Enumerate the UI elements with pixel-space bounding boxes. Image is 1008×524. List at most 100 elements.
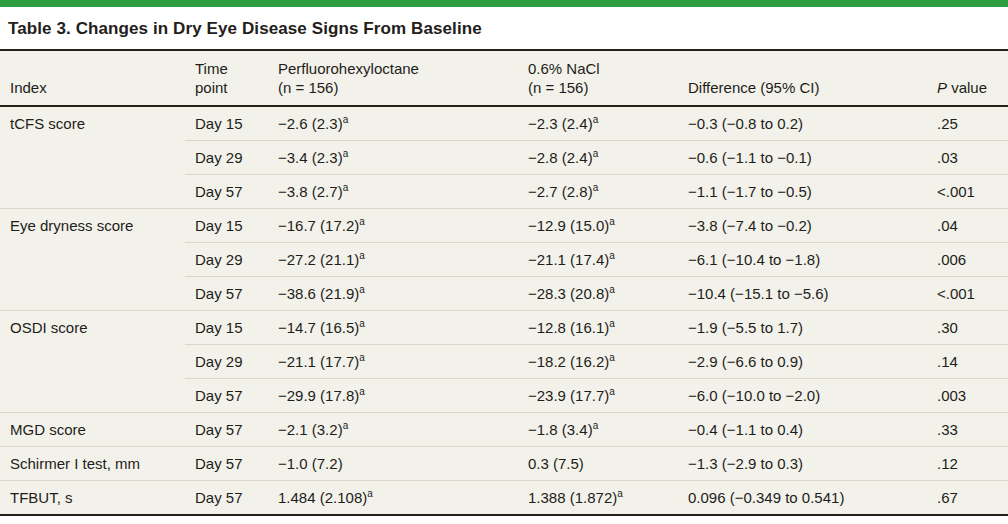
table-row: Day 57−3.8 (2.7)a−2.7 (2.8)a−1.1 (−1.7 t… xyxy=(0,174,1008,208)
footnote-marker: a xyxy=(617,488,623,499)
difference-cell: −1.3 (−2.9 to 0.3) xyxy=(678,446,927,480)
footnote-marker: a xyxy=(593,114,599,125)
table-body: tCFS scoreDay 15−2.6 (2.3)a−2.3 (2.4)a−0… xyxy=(0,106,1008,515)
column-header-p-value: P value xyxy=(927,50,1008,106)
index-cell: TFBUT, s xyxy=(0,480,185,515)
difference-cell: −3.8 (−7.4 to −0.2) xyxy=(678,208,927,242)
p-value-cell: .33 xyxy=(927,412,1008,446)
footnote-marker: a xyxy=(359,216,365,227)
footnote-marker: a xyxy=(609,386,615,397)
difference-cell: −0.3 (−0.8 to 0.2) xyxy=(678,106,927,141)
nacl-cell: −18.2 (16.2)a xyxy=(518,344,678,378)
difference-cell: −1.9 (−5.5 to 1.7) xyxy=(678,310,927,344)
perfluorohexyloctane-cell: −3.8 (2.7)a xyxy=(268,174,518,208)
p-value-cell: .04 xyxy=(927,208,1008,242)
index-cell xyxy=(0,378,185,412)
column-header-nacl: 0.6% NaCl (n = 156) xyxy=(518,50,678,106)
difference-cell: −2.9 (−6.6 to 0.9) xyxy=(678,344,927,378)
column-header-difference: Difference (95% CI) xyxy=(678,50,927,106)
index-cell: Schirmer I test, mm xyxy=(0,446,185,480)
index-cell xyxy=(0,174,185,208)
footnote-marker: a xyxy=(593,148,599,159)
footnote-marker: a xyxy=(609,352,615,363)
time-point-cell: Day 29 xyxy=(185,140,268,174)
index-cell: OSDI score xyxy=(0,310,185,344)
footnote-marker: a xyxy=(359,284,365,295)
table-row: Day 29−3.4 (2.3)a−2.8 (2.4)a−0.6 (−1.1 t… xyxy=(0,140,1008,174)
p-value-cell: .006 xyxy=(927,242,1008,276)
column-header-label: 0.6% NaCl (n = 156) xyxy=(528,60,600,96)
table-row: Day 29−21.1 (17.7)a−18.2 (16.2)a−2.9 (−6… xyxy=(0,344,1008,378)
nacl-cell: −21.1 (17.4)a xyxy=(518,242,678,276)
nacl-cell: −12.8 (16.1)a xyxy=(518,310,678,344)
perfluorohexyloctane-cell: −14.7 (16.5)a xyxy=(268,310,518,344)
perfluorohexyloctane-cell: −2.1 (3.2)a xyxy=(268,412,518,446)
time-point-cell: Day 15 xyxy=(185,310,268,344)
p-value-cell: .12 xyxy=(927,446,1008,480)
table-row: Day 57−29.9 (17.8)a−23.9 (17.7)a−6.0 (−1… xyxy=(0,378,1008,412)
time-point-cell: Day 29 xyxy=(185,344,268,378)
column-header-index: Index xyxy=(0,50,185,106)
perfluorohexyloctane-cell: −16.7 (17.2)a xyxy=(268,208,518,242)
footnote-marker: a xyxy=(343,114,349,125)
footnote-marker: a xyxy=(609,284,615,295)
nacl-cell: 0.3 (7.5) xyxy=(518,446,678,480)
p-value-cell: <.001 xyxy=(927,276,1008,310)
p-value-cell: .30 xyxy=(927,310,1008,344)
difference-cell: 0.096 (−0.349 to 0.541) xyxy=(678,480,927,515)
difference-cell: −1.1 (−1.7 to −0.5) xyxy=(678,174,927,208)
difference-cell: −10.4 (−15.1 to −5.6) xyxy=(678,276,927,310)
p-value-cell: .03 xyxy=(927,140,1008,174)
dry-eye-signs-table: Index Time point Perfluorohexyloctane (n… xyxy=(0,49,1008,516)
perfluorohexyloctane-cell: −38.6 (21.9)a xyxy=(268,276,518,310)
index-cell xyxy=(0,344,185,378)
time-point-cell: Day 15 xyxy=(185,106,268,141)
column-header-label: Time point xyxy=(195,60,228,96)
index-cell xyxy=(0,140,185,174)
table-row: TFBUT, sDay 571.484 (2.108)a1.388 (1.872… xyxy=(0,480,1008,515)
perfluorohexyloctane-cell: 1.484 (2.108)a xyxy=(268,480,518,515)
nacl-cell: −12.9 (15.0)a xyxy=(518,208,678,242)
footnote-marker: a xyxy=(609,250,615,261)
column-header-label: value xyxy=(947,79,987,96)
column-header-label: Difference (95% CI) xyxy=(688,79,819,96)
index-cell: MGD score xyxy=(0,412,185,446)
time-point-cell: Day 57 xyxy=(185,276,268,310)
perfluorohexyloctane-cell: −2.6 (2.3)a xyxy=(268,106,518,141)
column-header-label: Index xyxy=(10,79,47,96)
table-row: Schirmer I test, mmDay 57−1.0 (7.2)0.3 (… xyxy=(0,446,1008,480)
journal-accent-bar xyxy=(0,0,1008,7)
p-value-cell: .14 xyxy=(927,344,1008,378)
table-row: Day 29−27.2 (21.1)a−21.1 (17.4)a−6.1 (−1… xyxy=(0,242,1008,276)
nacl-cell: −2.3 (2.4)a xyxy=(518,106,678,141)
perfluorohexyloctane-cell: −29.9 (17.8)a xyxy=(268,378,518,412)
table-title-area: Table 3. Changes in Dry Eye Disease Sign… xyxy=(0,7,1008,49)
table-row: OSDI scoreDay 15−14.7 (16.5)a−12.8 (16.1… xyxy=(0,310,1008,344)
table-header: Index Time point Perfluorohexyloctane (n… xyxy=(0,50,1008,106)
table-row: Day 57−38.6 (21.9)a−28.3 (20.8)a−10.4 (−… xyxy=(0,276,1008,310)
header-row: Index Time point Perfluorohexyloctane (n… xyxy=(0,50,1008,106)
footnote-marker: a xyxy=(359,318,365,329)
nacl-cell: −1.8 (3.4)a xyxy=(518,412,678,446)
footnote-marker: a xyxy=(359,352,365,363)
p-value-cell: .67 xyxy=(927,480,1008,515)
column-header-label-italic: P xyxy=(937,79,947,96)
p-value-cell: .25 xyxy=(927,106,1008,141)
time-point-cell: Day 15 xyxy=(185,208,268,242)
p-value-cell: .003 xyxy=(927,378,1008,412)
time-point-cell: Day 57 xyxy=(185,174,268,208)
nacl-cell: −23.9 (17.7)a xyxy=(518,378,678,412)
column-header-time-point: Time point xyxy=(185,50,268,106)
perfluorohexyloctane-cell: −21.1 (17.7)a xyxy=(268,344,518,378)
nacl-cell: −2.8 (2.4)a xyxy=(518,140,678,174)
footnote-marker: a xyxy=(343,182,349,193)
column-header-label: Perfluorohexyloctane (n = 156) xyxy=(278,60,419,96)
table-title: Table 3. Changes in Dry Eye Disease Sign… xyxy=(8,19,482,38)
perfluorohexyloctane-cell: −1.0 (7.2) xyxy=(268,446,518,480)
time-point-cell: Day 29 xyxy=(185,242,268,276)
footnote-marker: a xyxy=(609,216,615,227)
time-point-cell: Day 57 xyxy=(185,446,268,480)
index-cell: Eye dryness score xyxy=(0,208,185,242)
time-point-cell: Day 57 xyxy=(185,412,268,446)
nacl-cell: −2.7 (2.8)a xyxy=(518,174,678,208)
